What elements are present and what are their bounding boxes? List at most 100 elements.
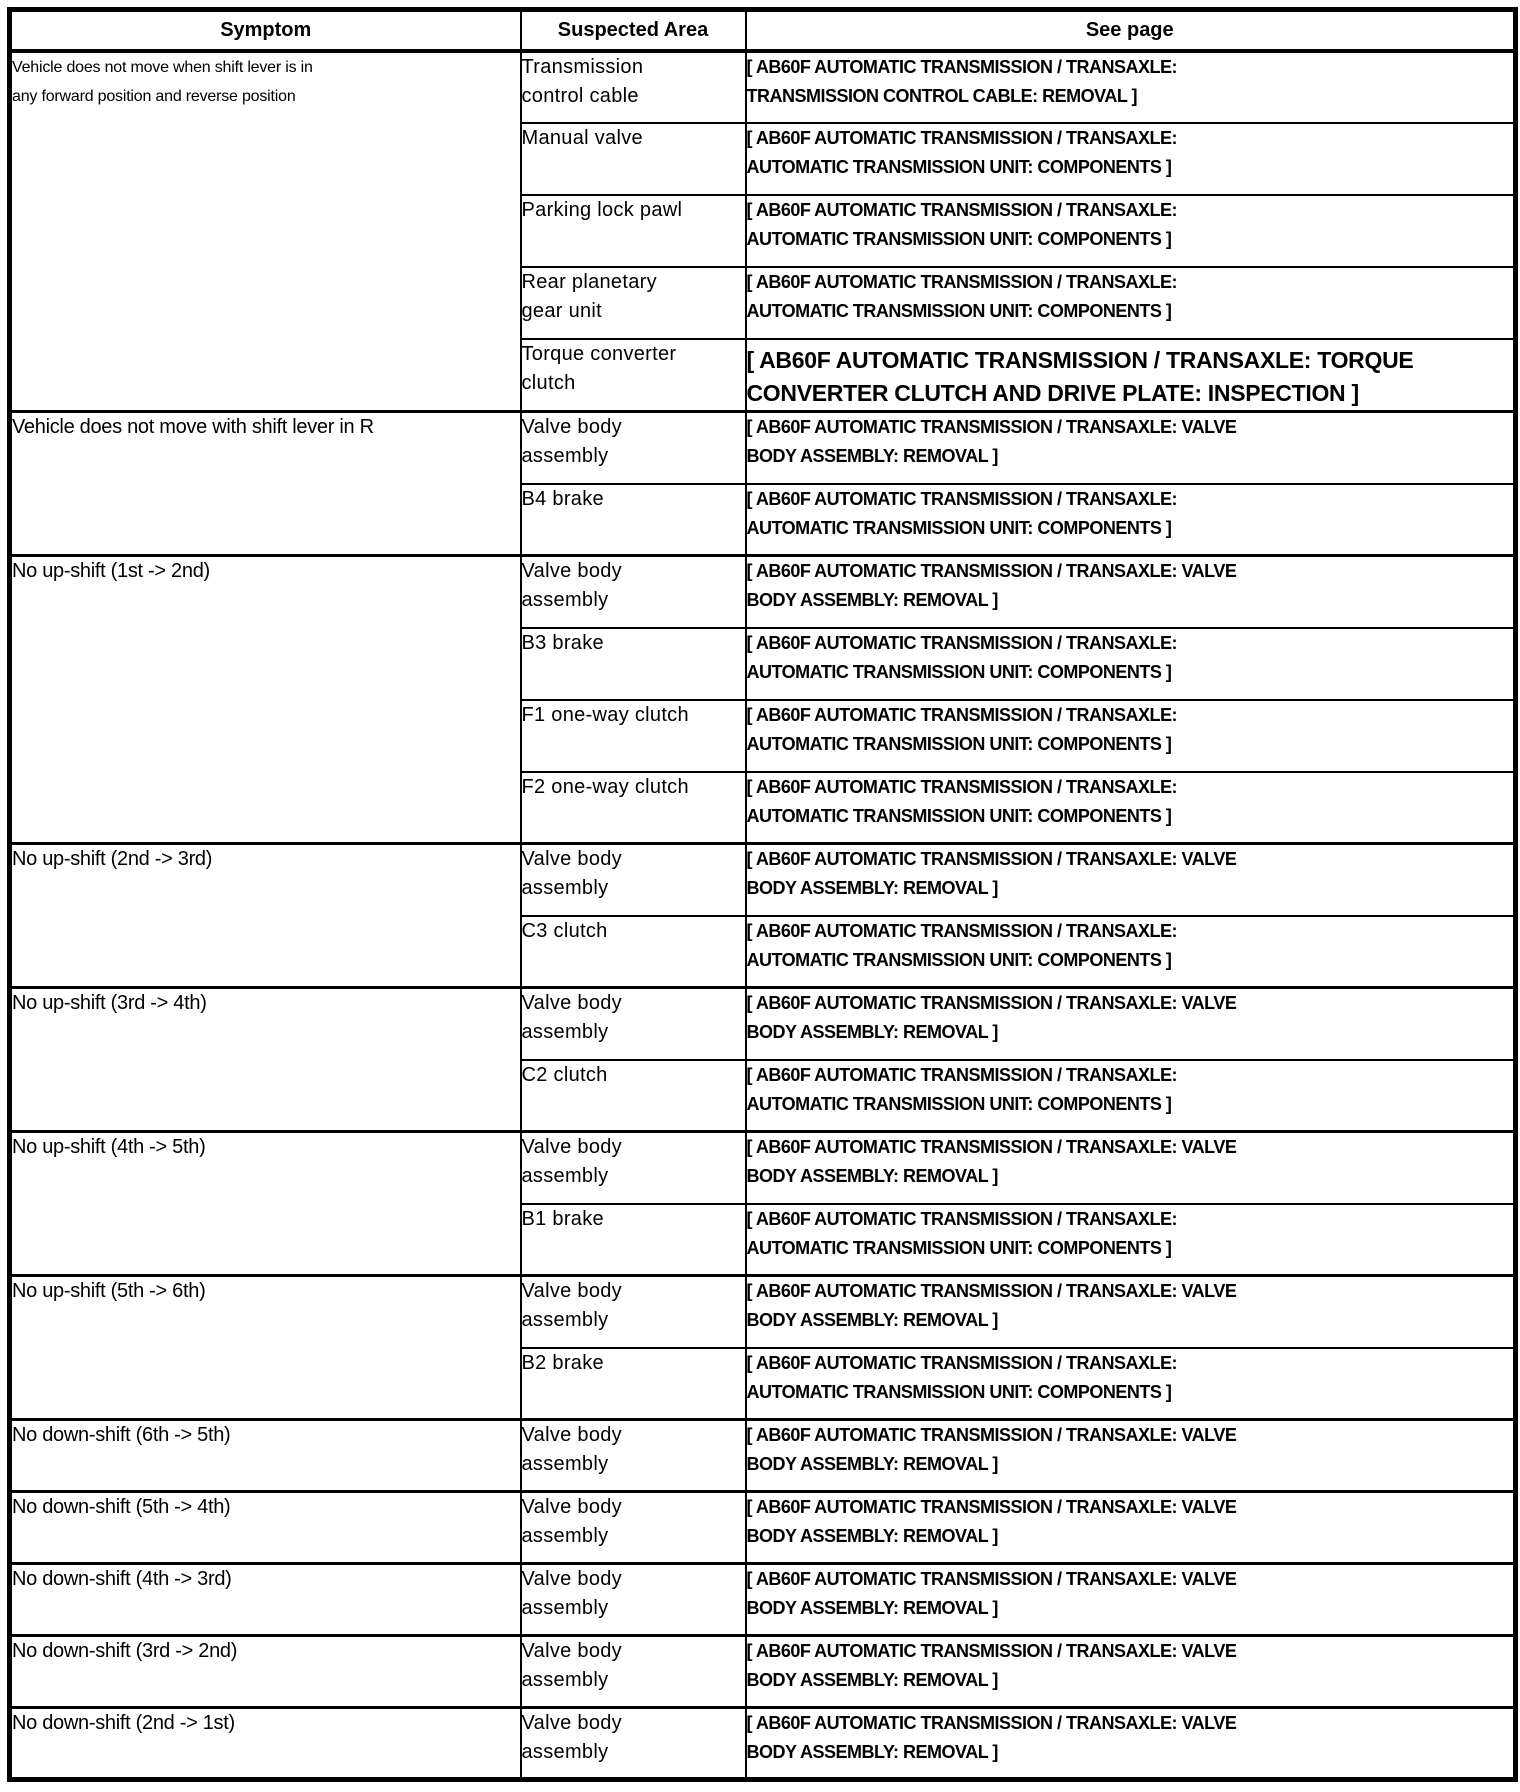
see-page-text-line: AUTOMATIC TRANSMISSION UNIT: COMPONENTS … [746, 661, 1172, 682]
suspected-area-text-line: assembly [521, 1741, 609, 1763]
suspected-area-text-line: Valve body [521, 1568, 622, 1590]
see-page-reference-link[interactable]: [ AB60F AUTOMATIC TRANSMISSION / TRANSAX… [746, 1639, 1514, 1696]
see-page-text-line: CONVERTER CLUTCH AND DRIVE PLATE: INSPEC… [746, 380, 1360, 406]
table-row: No up-shift (4th -> 5th) Valve body assemb… [8, 1130, 1517, 1277]
see-page-reference-link[interactable]: [ AB60F AUTOMATIC TRANSMISSION / TRANSAX… [746, 559, 1514, 616]
see-page-cell: [ AB60F AUTOMATIC TRANSMISSION / TRANSAX… [744, 1490, 1517, 1565]
table-row: C2 clutch [ AB60F AUTOMATIC TRANSMISSION … [10, 1058, 1517, 1133]
see-page-reference-link[interactable]: [ AB60F AUTOMATIC TRANSMISSION / TRANSAX… [748, 1206, 1514, 1263]
suspected-area-text-line: assembly [521, 877, 609, 899]
see-page-reference-link[interactable]: [ AB60F AUTOMATIC TRANSMISSION / TRANSAX… [746, 344, 1514, 410]
see-page-reference-link[interactable]: [ AB60F AUTOMATIC TRANSMISSION / TRANSAX… [746, 269, 1514, 326]
see-page-reference-link[interactable]: [ AB60F AUTOMATIC TRANSMISSION / TRANSAX… [746, 486, 1514, 543]
symptom-text-line: No down-shift (3rd -> 2nd) [12, 1640, 238, 1662]
see-page-cell: [ AB60F AUTOMATIC TRANSMISSION / TRANSAX… [744, 626, 1517, 701]
see-page-reference-link[interactable]: [ AB60F AUTOMATIC TRANSMISSION / TRANSAX… [748, 1567, 1514, 1624]
suspected-area-text-line: Valve body [521, 416, 622, 438]
see-page-text-line: AUTOMATIC TRANSMISSION UNIT: COMPONENTS … [746, 157, 1172, 177]
see-page-cell: [ AB60F AUTOMATIC TRANSMISSION / TRANSAX… [744, 986, 1517, 1061]
suspected-area-cell: Valve body assembly [519, 842, 747, 917]
see-page-reference-link[interactable]: [ AB60F AUTOMATIC TRANSMISSION / TRANSAX… [746, 54, 1514, 111]
see-page-reference-link[interactable]: [ AB60F AUTOMATIC TRANSMISSION / TRANSAX… [746, 847, 1514, 904]
see-page-reference-link[interactable]: [ AB60F AUTOMATIC TRANSMISSION / TRANSAX… [748, 415, 1514, 472]
see-page-reference-link[interactable]: [ AB60F AUTOMATIC TRANSMISSION / TRANSAX… [748, 1350, 1514, 1407]
see-page-text-line: TRANSMISSION CONTROL CABLE: REMOVAL ] [746, 86, 1138, 106]
see-page-reference-link[interactable]: [ AB60F AUTOMATIC TRANSMISSION / TRANSAX… [746, 1135, 1514, 1192]
see-page-cell: [ AB60F AUTOMATIC TRANSMISSION / TRANSAX… [744, 338, 1517, 413]
suspected-area-text-line: gear unit [521, 300, 603, 322]
symptom-text-line: Vehicle does not move with shift lever i… [12, 416, 374, 438]
see-page-reference-link[interactable]: [ AB60F AUTOMATIC TRANSMISSION / TRANSAX… [748, 1062, 1514, 1119]
suspected-area-text-line: assembly [521, 1597, 609, 1619]
symptom-cell: No up-shift (4th -> 5th) [8, 1130, 522, 1277]
see-page-reference-link[interactable]: [ AB60F AUTOMATIC TRANSMISSION / TRANSAX… [746, 125, 1514, 182]
symptom-cell: No down-shift (3rd -> 2nd) [8, 1634, 522, 1709]
see-page-text-line: [ AB60F AUTOMATIC TRANSMISSION / TRANSAX… [746, 57, 1178, 77]
see-page-cell: [ AB60F AUTOMATIC TRANSMISSION / TRANSAX… [744, 914, 1517, 989]
see-page-reference-link[interactable]: [ AB60F AUTOMATIC TRANSMISSION / TRANSAX… [748, 197, 1514, 254]
see-page-text-line: BODY ASSEMBLY: REMOVAL ] [746, 1454, 999, 1474]
see-page-reference-link[interactable]: [ AB60F AUTOMATIC TRANSMISSION / TRANSAX… [748, 774, 1514, 831]
see-page-reference-link[interactable]: [ AB60F AUTOMATIC TRANSMISSION / TRANSAX… [746, 1423, 1514, 1480]
see-page-text-line: [ AB60F AUTOMATIC TRANSMISSION / TRANSAX… [746, 561, 1237, 581]
see-page-text-line: BODY ASSEMBLY: REMOVAL ] [746, 878, 999, 898]
suspected-area-text-line: C3 clutch [521, 919, 608, 942]
column-header-symptom: Symptom [8, 8, 522, 53]
see-page-cell: [ AB60F AUTOMATIC TRANSMISSION / TRANSAX… [744, 410, 1517, 485]
see-page-reference-link[interactable]: [ AB60F AUTOMATIC TRANSMISSION / TRANSAX… [746, 630, 1514, 687]
suspected-area-text-line: Valve body [521, 560, 622, 582]
suspected-area-text-line: clutch [521, 372, 576, 394]
suspected-area-text-line: assembly [521, 445, 609, 467]
see-page-reference-link[interactable]: [ AB60F AUTOMATIC TRANSMISSION / TRANSAX… [748, 702, 1514, 759]
see-page-cell: [ AB60F AUTOMATIC TRANSMISSION / TRANSAX… [744, 266, 1517, 340]
table-row: Rear planetary gear unit [ AB60F AUTOMATIC… [10, 266, 1517, 340]
see-page-cell: [ AB60F AUTOMATIC TRANSMISSION / TRANSAX… [744, 1418, 1517, 1493]
see-page-reference-link[interactable]: [ AB60F AUTOMATIC TRANSMISSION / TRANSAX… [748, 1279, 1514, 1336]
diagnostic-symptom-table: Symptom Suspected Area See page Vehicle … [7, 7, 1518, 1782]
see-page-text-line: BODY ASSEMBLY: REMOVAL ] [746, 1526, 999, 1546]
suspected-area-text-line: Valve body [521, 1640, 622, 1662]
suspected-area-cell: Valve body assembly [519, 1274, 747, 1349]
suspected-area-text-line: Transmission [521, 56, 644, 78]
see-page-text-line: AUTOMATIC TRANSMISSION UNIT: COMPONENTS … [746, 301, 1172, 321]
table-row: No up-shift (1st -> 2nd) Valve body assemb… [8, 554, 1517, 845]
see-page-text-line: [ AB60F AUTOMATIC TRANSMISSION / TRANSAX… [746, 1425, 1237, 1445]
suspected-area-text-line: F2 one-way clutch [521, 775, 689, 798]
see-page-text-line: [ AB60F AUTOMATIC TRANSMISSION / TRANSAX… [746, 632, 1178, 653]
suspected-area-text-line: B2 brake [521, 1351, 604, 1374]
see-page-text-line: BODY ASSEMBLY: REMOVAL ] [746, 1670, 999, 1690]
symptom-text-line: No up-shift (1st -> 2nd) [12, 560, 210, 582]
symptom-text-line: any forward position and reverse positio… [12, 88, 296, 105]
see-page-reference-link[interactable]: [ AB60F AUTOMATIC TRANSMISSION / TRANSAX… [748, 1711, 1514, 1768]
see-page-reference-link[interactable]: [ AB60F AUTOMATIC TRANSMISSION / TRANSAX… [748, 918, 1514, 975]
symptom-cell: No up-shift (2nd -> 3rd) [8, 842, 522, 989]
see-page-text-line: [ AB60F AUTOMATIC TRANSMISSION / TRANSAX… [746, 347, 1414, 373]
see-page-text-line: [ AB60F AUTOMATIC TRANSMISSION / TRANSAX… [746, 1641, 1237, 1661]
see-page-text-line: [ AB60F AUTOMATIC TRANSMISSION / TRANSAX… [746, 488, 1178, 509]
suspected-area-cell: Valve body assembly [519, 554, 747, 629]
symptom-cell: No up-shift (3rd -> 4th) [8, 986, 522, 1133]
see-page-reference-link[interactable]: [ AB60F AUTOMATIC TRANSMISSION / TRANSAX… [746, 1495, 1514, 1552]
see-page-cell: [ AB60F AUTOMATIC TRANSMISSION / TRANSAX… [744, 194, 1517, 268]
symptom-text-line: No down-shift (5th -> 4th) [12, 1496, 231, 1518]
suspected-area-text-line: Valve body [521, 1136, 622, 1158]
suspected-area-text-line: assembly [521, 1309, 609, 1331]
see-page-text-line: BODY ASSEMBLY: REMOVAL ] [746, 1166, 999, 1186]
suspected-area-text-line: Torque converter [521, 343, 677, 365]
suspected-area-text-line: Manual valve [521, 127, 643, 149]
suspected-area-text-line: assembly [521, 1165, 609, 1187]
symptom-cell: Vehicle does not move with shift lever i… [8, 410, 522, 557]
see-page-text-line: [ AB60F AUTOMATIC TRANSMISSION / TRANSAX… [746, 1137, 1237, 1157]
see-page-text-line: BODY ASSEMBLY: REMOVAL ] [746, 1022, 999, 1042]
table-row: Vehicle does not move when shift lever i… [8, 49, 1517, 413]
suspected-area-cell: Valve body assembly [519, 410, 747, 485]
see-page-text-line: [ AB60F AUTOMATIC TRANSMISSION / TRANSAX… [746, 1497, 1237, 1517]
suspected-area-text-line: assembly [521, 1453, 609, 1475]
see-page-reference-link[interactable]: [ AB60F AUTOMATIC TRANSMISSION / TRANSAX… [746, 991, 1514, 1048]
see-page-cell: [ AB60F AUTOMATIC TRANSMISSION / TRANSAX… [744, 1634, 1517, 1709]
suspected-area-cell: Parking lock pawl [519, 194, 747, 268]
symptom-cell: No up-shift (5th -> 6th) [8, 1274, 522, 1421]
see-page-cell: [ AB60F AUTOMATIC TRANSMISSION / TRANSAX… [744, 1346, 1517, 1421]
table-body: Vehicle does not move when shift lever i… [8, 49, 1517, 1781]
